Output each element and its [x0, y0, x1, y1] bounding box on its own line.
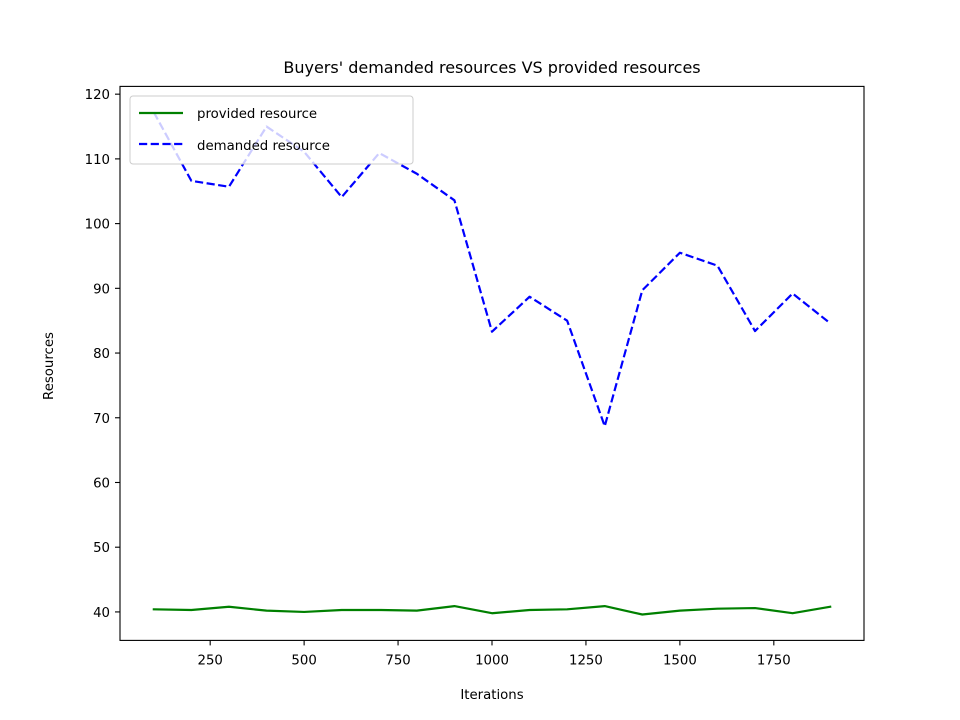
legend: provided resource demanded resource	[129, 95, 414, 165]
y-tick-label: 90	[93, 282, 110, 297]
x-tick-label: 1000	[475, 653, 509, 668]
y-tick-label: 40	[93, 606, 110, 621]
x-axis-label: Iterations	[460, 688, 523, 703]
plot-area	[152, 111, 832, 616]
x-tick-label: 1750	[757, 653, 791, 668]
x-tick-label: 500	[291, 653, 316, 668]
y-axis: 40 50 60 70 80 90 100 110 120	[85, 88, 120, 621]
y-axis-label: Resources	[42, 332, 57, 400]
x-tick-label: 750	[385, 653, 410, 668]
legend-label-demanded-resource: demanded resource	[197, 139, 330, 154]
series-line-provided-resource	[152, 604, 832, 616]
x-tick-label: 250	[197, 653, 222, 668]
x-axis: 250 500 750 1000 1250 1500 1750	[197, 640, 791, 668]
axes-frame	[119, 85, 865, 641]
y-tick-label: 120	[85, 88, 110, 103]
legend-label-provided-resource: provided resource	[197, 107, 317, 122]
y-tick-label: 80	[93, 347, 110, 362]
legend-box	[129, 95, 414, 165]
x-tick-label: 1250	[569, 653, 603, 668]
y-tick-label: 70	[93, 412, 110, 427]
y-tick-label: 110	[85, 153, 110, 168]
y-tick-label: 50	[93, 541, 110, 556]
y-tick-label: 100	[85, 218, 110, 233]
x-tick-label: 1500	[663, 653, 697, 668]
chart-title: Buyers' demanded resources VS provided r…	[283, 58, 700, 77]
y-tick-label: 60	[93, 476, 110, 491]
